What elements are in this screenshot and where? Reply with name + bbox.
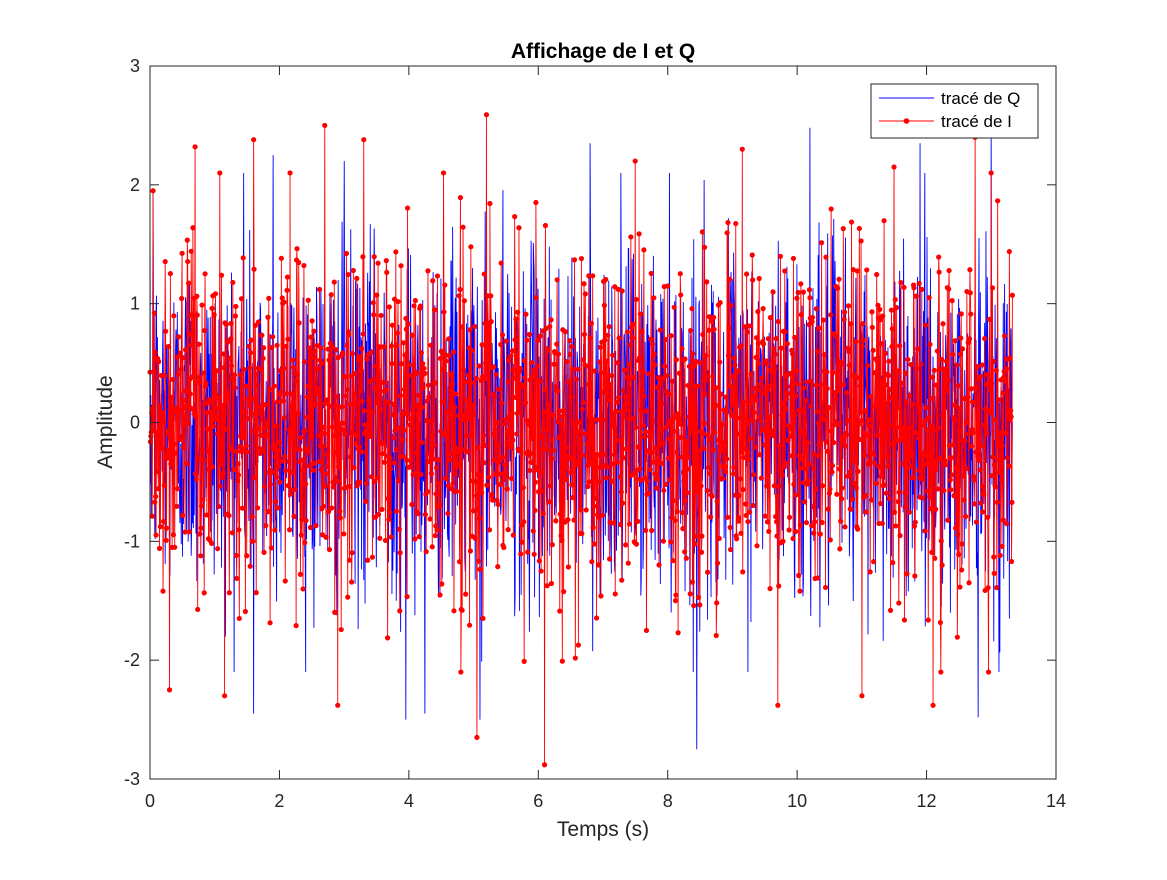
x-tick-label: 0 — [145, 791, 155, 811]
legend-i-label: tracé de I — [941, 112, 1012, 131]
x-tick-label: 4 — [404, 791, 414, 811]
x-tick-label: 2 — [274, 791, 284, 811]
y-tick-label: -2 — [124, 650, 140, 670]
x-axis-ticks: 0 2 4 6 8 10 12 14 — [145, 66, 1066, 811]
x-tick-label: 14 — [1046, 791, 1066, 811]
x-axis-label: Temps (s) — [557, 818, 649, 841]
series-i — [147, 112, 1015, 768]
legend: tracé de Q tracé de I — [870, 83, 1039, 139]
chart-title: Affichage de I et Q — [511, 40, 695, 63]
y-tick-label: 3 — [130, 56, 140, 76]
y-tick-label: -3 — [124, 769, 140, 789]
x-tick-label: 10 — [787, 791, 807, 811]
x-tick-label: 8 — [663, 791, 673, 811]
y-axis-ticks: -3 -2 -1 0 1 2 3 — [124, 56, 1056, 789]
x-tick-label: 6 — [533, 791, 543, 811]
legend-i-marker — [903, 118, 910, 124]
x-tick-label: 12 — [917, 791, 937, 811]
y-tick-label: 2 — [130, 175, 140, 195]
y-axis-label: Amplitude — [94, 375, 117, 468]
legend-box — [870, 83, 1039, 139]
series-markers — [147, 112, 1015, 768]
traces — [147, 112, 1015, 768]
legend-q-label: tracé de Q — [941, 89, 1020, 108]
y-tick-label: 1 — [130, 294, 140, 314]
y-tick-label: -1 — [124, 531, 140, 551]
y-tick-label: 0 — [130, 413, 140, 433]
